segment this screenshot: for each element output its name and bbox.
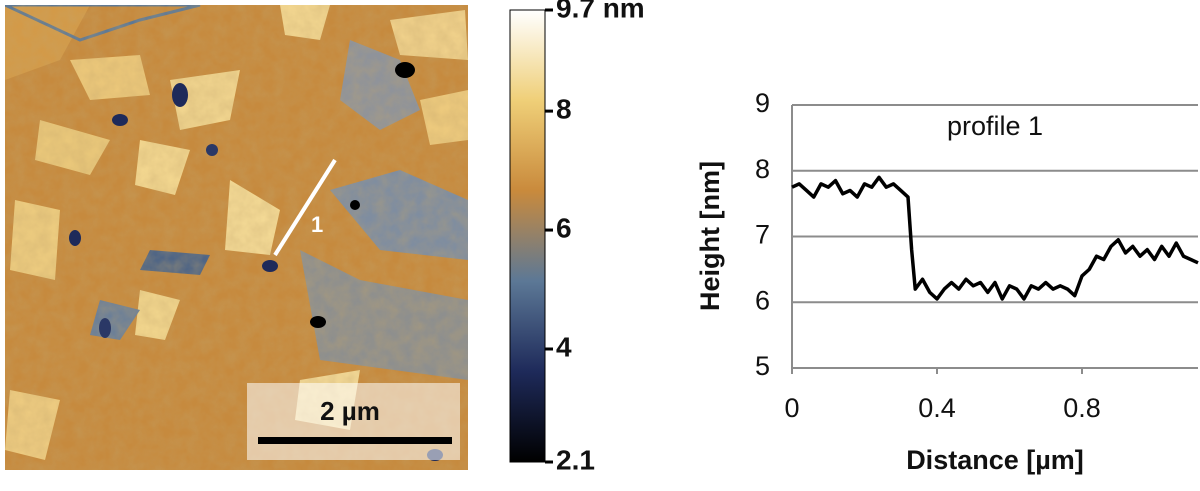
colorbar xyxy=(509,9,546,463)
y-tick-label: 7 xyxy=(755,220,770,250)
colorbar-tick-label: 8 xyxy=(556,93,572,124)
x-tick-label: 0.4 xyxy=(918,393,956,423)
scale-bar xyxy=(258,437,452,444)
colorbar-tick-label: 2.1 xyxy=(556,444,595,475)
x-tick-label: 0.8 xyxy=(1063,393,1101,423)
y-tick-label: 8 xyxy=(755,154,770,184)
profile-line xyxy=(273,158,337,257)
colorbar-tick-label: 6 xyxy=(556,212,572,243)
profile-label: 1 xyxy=(311,212,323,237)
colorbar-tick-label: 4 xyxy=(556,331,572,362)
afm-image: 1 2 µm xyxy=(5,5,468,470)
colorbar-tick-label: 9.7 nm xyxy=(556,0,645,23)
scale-label: 2 µm xyxy=(320,396,380,426)
scale-box xyxy=(247,383,460,460)
y-tick-label: 9 xyxy=(755,88,770,118)
x-axis-title: Distance [µm] xyxy=(906,445,1084,475)
x-tick-label: 0 xyxy=(784,393,799,423)
y-axis-title: Height [nm] xyxy=(695,161,725,311)
y-tick-label: 6 xyxy=(755,285,770,315)
annotation: profile 1 xyxy=(947,111,1043,141)
y-tick-label: 5 xyxy=(755,351,770,381)
profile-line xyxy=(791,175,1199,301)
